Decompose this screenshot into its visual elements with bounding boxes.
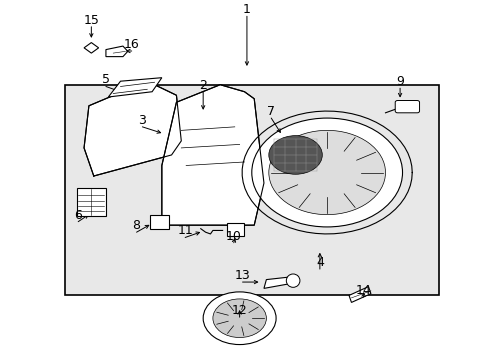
Text: 16: 16 xyxy=(123,38,139,51)
Bar xyxy=(64,85,438,296)
Text: 14: 14 xyxy=(355,284,371,297)
Text: 13: 13 xyxy=(234,269,250,282)
Circle shape xyxy=(268,130,385,215)
Circle shape xyxy=(251,118,402,227)
Text: 11: 11 xyxy=(177,225,193,238)
Text: 1: 1 xyxy=(243,3,250,16)
Polygon shape xyxy=(77,188,106,216)
Polygon shape xyxy=(264,276,297,288)
Polygon shape xyxy=(84,81,181,176)
Polygon shape xyxy=(108,78,162,97)
Circle shape xyxy=(203,292,276,345)
Circle shape xyxy=(212,299,266,338)
Text: 5: 5 xyxy=(102,73,110,86)
Polygon shape xyxy=(84,42,99,53)
Text: 10: 10 xyxy=(225,230,241,243)
Text: 7: 7 xyxy=(267,105,275,118)
Polygon shape xyxy=(106,46,127,57)
Text: 12: 12 xyxy=(231,304,247,317)
Text: 4: 4 xyxy=(315,256,323,269)
Polygon shape xyxy=(162,85,264,225)
Text: 6: 6 xyxy=(74,209,82,222)
Polygon shape xyxy=(348,287,370,302)
Polygon shape xyxy=(227,224,244,236)
Text: 15: 15 xyxy=(83,14,99,27)
Text: 9: 9 xyxy=(395,75,403,88)
FancyBboxPatch shape xyxy=(394,100,419,113)
Text: 8: 8 xyxy=(132,219,140,232)
Circle shape xyxy=(268,136,322,174)
Ellipse shape xyxy=(286,274,299,287)
Text: 2: 2 xyxy=(199,79,207,92)
Text: 3: 3 xyxy=(138,114,146,127)
Polygon shape xyxy=(149,215,169,229)
